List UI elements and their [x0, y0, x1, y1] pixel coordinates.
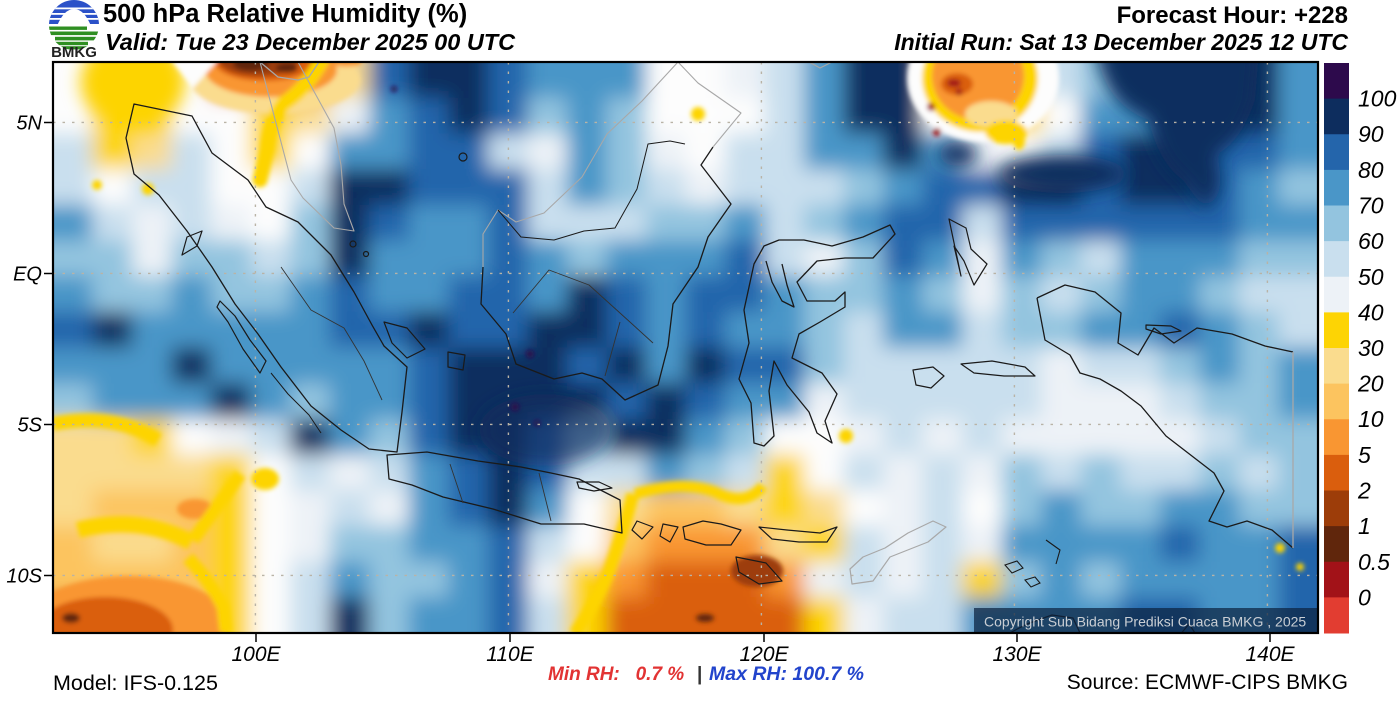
svg-text:120E: 120E [739, 643, 789, 666]
svg-text:Copyright Sub Bidang Prediksi: Copyright Sub Bidang Prediksi Cuaca BMKG… [984, 614, 1306, 630]
svg-text:Forecast Hour: +228: Forecast Hour: +228 [1117, 2, 1348, 29]
svg-text:|: | [697, 664, 702, 685]
svg-text:60: 60 [1358, 228, 1384, 254]
svg-text:5N: 5N [16, 113, 42, 135]
svg-text:1: 1 [1358, 513, 1371, 539]
svg-text:10S: 10S [6, 566, 42, 588]
svg-text:90: 90 [1358, 121, 1384, 147]
svg-text:130E: 130E [992, 643, 1042, 666]
svg-text:50: 50 [1358, 264, 1384, 290]
svg-text:140E: 140E [1245, 643, 1295, 666]
svg-text:Model: IFS-0.125: Model: IFS-0.125 [53, 671, 218, 695]
svg-text:Valid: Tue 23 December 2025 00: Valid: Tue 23 December 2025 00 UTC [105, 29, 516, 55]
svg-text:Initial Run: Sat 13 December 2: Initial Run: Sat 13 December 2025 12 UTC [894, 29, 1348, 55]
svg-text:BMKG: BMKG [51, 44, 97, 61]
svg-text:EQ: EQ [13, 264, 42, 286]
svg-text:70: 70 [1358, 193, 1384, 219]
svg-text:0.5: 0.5 [1358, 549, 1390, 575]
svg-text:5: 5 [1358, 442, 1371, 468]
svg-text:2: 2 [1357, 478, 1371, 504]
svg-text:500 hPa Relative Humidity (%): 500 hPa Relative Humidity (%) [103, 0, 467, 28]
svg-text:0: 0 [1358, 584, 1371, 610]
svg-text:5S: 5S [18, 415, 43, 437]
svg-text:30: 30 [1358, 335, 1384, 361]
svg-text:40: 40 [1358, 299, 1384, 325]
svg-text:Max RH: 100.7 %: Max RH: 100.7 % [709, 663, 864, 685]
svg-text:80: 80 [1358, 157, 1384, 183]
svg-text:100E: 100E [231, 643, 281, 666]
svg-text:Source: ECMWF-CIPS BMKG: Source: ECMWF-CIPS BMKG [1067, 671, 1348, 694]
svg-text:10: 10 [1358, 406, 1384, 432]
svg-text:20: 20 [1357, 371, 1384, 397]
svg-text:100: 100 [1358, 86, 1397, 112]
svg-text:110E: 110E [486, 643, 534, 666]
svg-text:Min RH: 0.7 %: Min RH: 0.7 % [548, 664, 684, 685]
